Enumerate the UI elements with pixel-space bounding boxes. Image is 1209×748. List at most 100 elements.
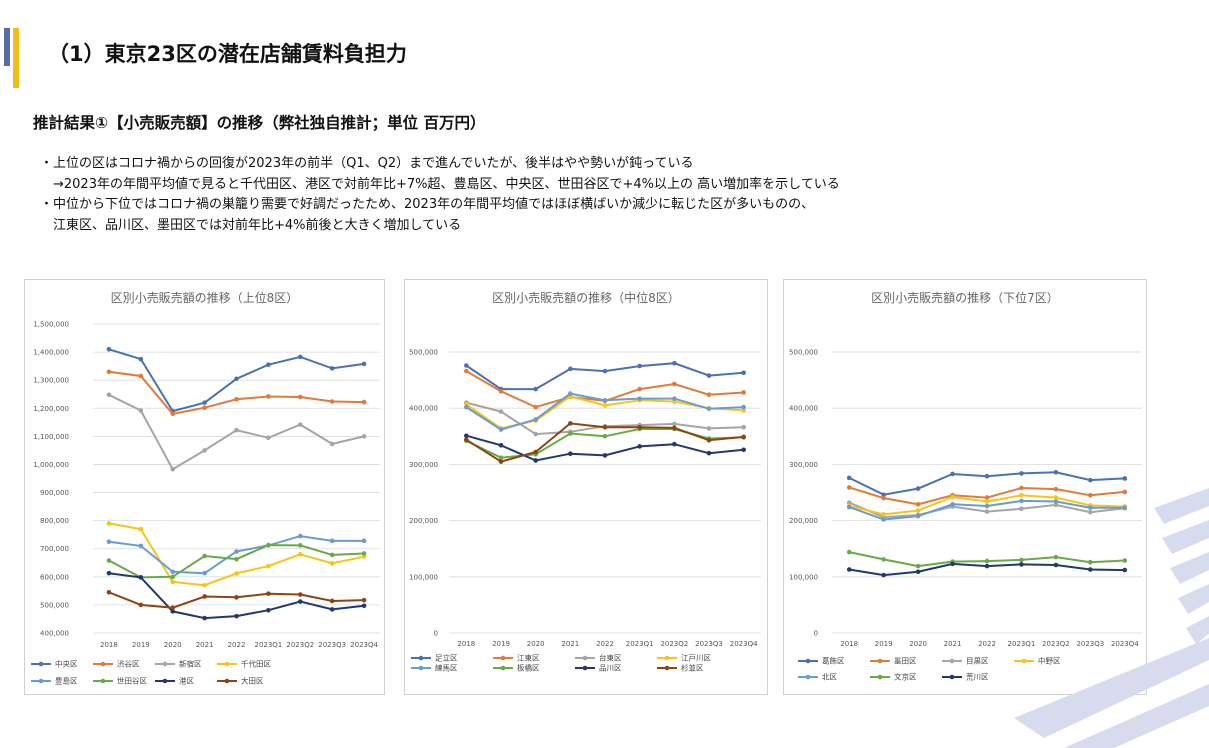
data-point [106,392,112,398]
data-point [1088,559,1093,565]
legend-label: 北区 [822,673,837,682]
data-point [533,449,538,455]
legend-marker [418,655,424,661]
data-point [361,434,367,439]
x-tick-label: 2023Q1 [1008,640,1036,648]
data-point [464,363,469,368]
data-point [568,366,573,372]
data-point [1019,493,1024,498]
data-point [950,494,955,500]
data-point [915,513,921,519]
data-point [297,592,303,597]
data-point [637,386,642,392]
y-tick-label: 900,000 [40,489,69,497]
legend-marker [162,661,168,667]
legend-marker [949,658,955,664]
data-point [915,563,921,569]
legend-marker [224,678,230,684]
data-point [602,434,608,439]
legend-label: 豊島区 [55,676,78,686]
legend-marker [224,661,230,667]
data-point [1053,554,1059,560]
data-point [202,582,207,588]
legend-marker [805,674,811,680]
data-point [672,441,677,447]
chart-title: 区別小売販売額の推移（中位8区） [492,290,680,305]
data-point [234,556,239,562]
series-line [465,362,744,391]
data-point [984,563,990,569]
data-point [741,425,746,430]
data-point [672,396,677,401]
data-point [1053,499,1059,504]
legend-marker [500,665,506,671]
data-point [297,422,303,427]
y-tick-label: 1,000,000 [33,461,69,469]
data-point [329,598,335,604]
summary-bullets: ・上位の区はコロナ禍からの回復が2023年の前半（Q1、Q2）まで進んでいたが、… [40,154,840,236]
data-point [106,539,112,545]
data-point [741,408,746,413]
data-point [568,391,573,396]
chart-title: 区別小売販売額の推移（下位7区） [871,290,1059,305]
data-point [533,404,538,410]
legend-marker [418,665,424,671]
y-tick-label: 300,000 [789,461,818,469]
legend-marker [38,678,44,684]
data-point [1019,498,1024,504]
data-point [846,567,852,572]
x-tick-label: 2019 [132,641,150,649]
x-tick-label: 2023Q1 [254,641,282,649]
x-tick-label: 2023Q4 [730,640,758,648]
line-chart-bottom7: 区別小売販売額の推移（下位7区） 0 100,000 200,000 300,000 40… [789,290,1142,682]
series-line [108,535,365,575]
data-point [984,558,990,564]
data-point [950,561,955,567]
data-point [329,538,335,544]
data-point [1019,562,1024,567]
data-point [464,368,469,374]
data-point [329,552,335,558]
title-accent-bar-blue [4,28,10,66]
data-point [1019,506,1024,512]
data-point [846,485,852,490]
decorative-stripes [1014,488,1209,748]
data-point [602,403,608,408]
data-point [202,594,207,599]
data-point [170,569,176,575]
data-point [1088,493,1093,498]
data-point [170,574,176,580]
data-point [1088,567,1093,572]
data-point [106,521,112,526]
y-tick-label: 300,000 [409,461,438,469]
x-tick-label: 2018 [840,640,858,648]
x-tick-label: 2023Q2 [660,640,688,648]
y-tick-label: 700,000 [40,545,69,553]
data-point [297,552,303,557]
data-point [881,492,886,498]
line-chart-top8: 区別小売販売額の推移（上位8区） 400,000 500,000 600,000 700… [31,290,380,686]
legend-label: 文京区 [894,672,917,682]
y-tick-label: 400,000 [789,405,818,413]
data-point [1019,471,1024,476]
data-point [138,543,144,549]
data-point [1088,477,1093,483]
x-tick-label: 2021 [561,640,579,648]
legend-label: 江東区 [517,653,540,663]
data-point [706,450,712,456]
data-point [361,361,367,367]
data-point [741,434,746,440]
data-point [984,499,990,504]
data-point [170,579,176,585]
data-point [170,411,176,417]
legend-marker [805,658,811,664]
y-tick-label: 100,000 [409,573,438,581]
data-point [138,602,144,608]
x-tick-label: 2018 [457,640,475,648]
legend-label: 荒川区 [966,672,989,682]
data-point [1019,557,1024,563]
data-point [234,549,239,554]
y-tick-label: 0 [814,630,818,638]
x-tick-label: 2021 [944,640,962,648]
data-point [361,399,367,405]
